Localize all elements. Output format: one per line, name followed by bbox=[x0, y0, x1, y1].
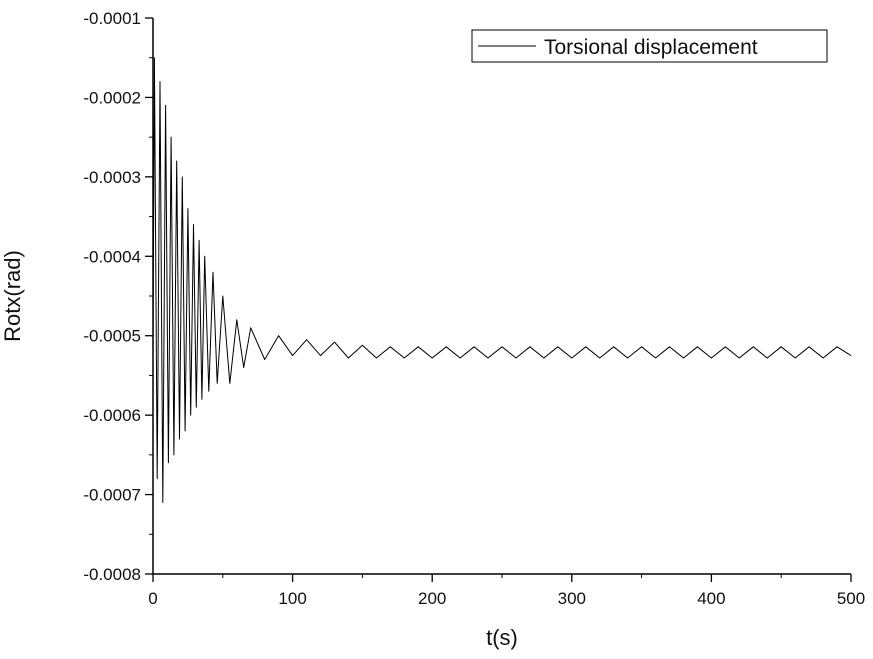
y-axis-ticks: -0.0001 -0.0002 -0.0003 -0.0004 -0.0005 -0.00… bbox=[83, 9, 153, 584]
y-tick-label: -0.0007 bbox=[83, 486, 141, 505]
x-tick-label: 300 bbox=[558, 589, 586, 608]
series-line bbox=[152, 57, 852, 503]
x-axis-ticks: 0 100 200 300 400 500 bbox=[148, 574, 865, 608]
legend-label: Torsional displacement bbox=[544, 36, 758, 59]
y-tick-label: -0.0008 bbox=[83, 565, 141, 584]
y-tick-label: -0.0006 bbox=[83, 406, 141, 425]
y-tick-label: -0.0002 bbox=[83, 88, 141, 107]
y-tick-label: -0.0005 bbox=[83, 327, 141, 346]
y-tick-label: -0.0001 bbox=[83, 9, 141, 28]
x-axis-label: t(s) bbox=[486, 625, 518, 650]
x-tick-label: 400 bbox=[697, 589, 725, 608]
legend: Torsional displacement bbox=[471, 29, 828, 63]
series-layer bbox=[152, 57, 852, 503]
x-tick-label: 0 bbox=[148, 589, 157, 608]
y-tick-label: -0.0004 bbox=[83, 247, 141, 266]
y-tick-label: -0.0003 bbox=[83, 168, 141, 187]
y-axis-label: Rotx(rad) bbox=[0, 250, 25, 342]
x-tick-label: 500 bbox=[837, 589, 865, 608]
x-tick-label: 200 bbox=[418, 589, 446, 608]
x-tick-label: 100 bbox=[278, 589, 306, 608]
